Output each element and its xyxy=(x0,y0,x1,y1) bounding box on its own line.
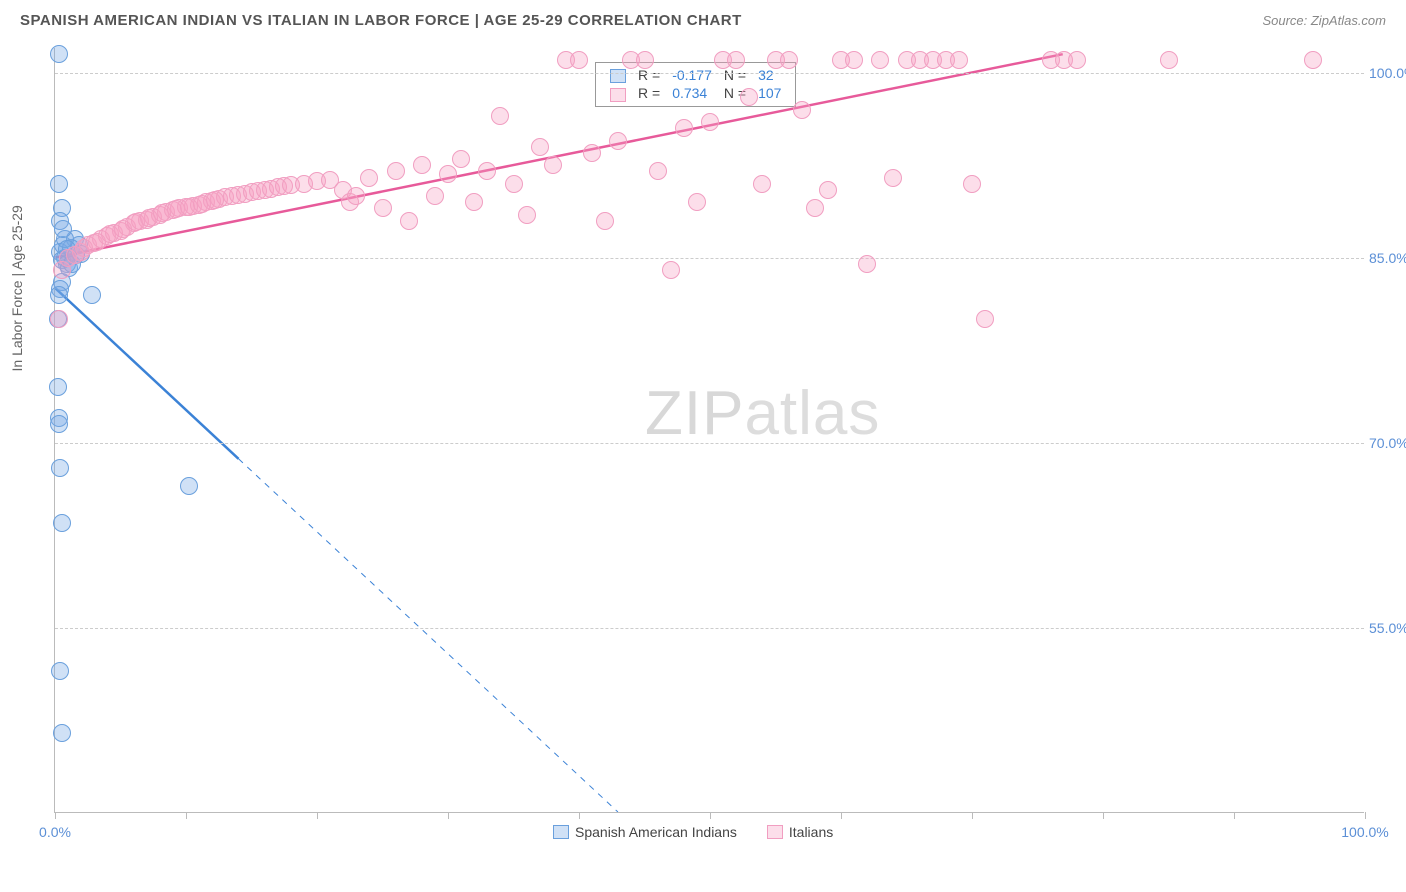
data-point xyxy=(963,175,981,193)
data-point xyxy=(505,175,523,193)
data-point xyxy=(871,51,889,69)
y-tick-label: 85.0% xyxy=(1369,250,1406,266)
data-point xyxy=(83,286,101,304)
y-axis-label: In Labor Force | Age 25-29 xyxy=(9,205,25,371)
data-point xyxy=(180,477,198,495)
legend-item: Spanish American Indians xyxy=(553,824,737,840)
data-point xyxy=(675,119,693,137)
x-tick xyxy=(448,812,449,819)
x-tick xyxy=(317,812,318,819)
data-point xyxy=(51,662,69,680)
trend-lines xyxy=(55,48,1364,812)
data-point xyxy=(50,175,68,193)
data-point xyxy=(50,45,68,63)
data-point xyxy=(1304,51,1322,69)
data-point xyxy=(845,51,863,69)
data-point xyxy=(793,101,811,119)
data-point xyxy=(491,107,509,125)
x-tick-label: 100.0% xyxy=(1341,824,1388,840)
y-tick-label: 55.0% xyxy=(1369,620,1406,636)
data-point xyxy=(360,169,378,187)
data-point xyxy=(347,187,365,205)
data-point xyxy=(531,138,549,156)
x-tick xyxy=(1103,812,1104,819)
x-tick xyxy=(579,812,580,819)
x-tick xyxy=(710,812,711,819)
x-tick xyxy=(55,812,56,819)
x-tick xyxy=(1365,812,1366,819)
data-point xyxy=(50,310,68,328)
data-point xyxy=(50,415,68,433)
data-point xyxy=(54,220,72,238)
data-point xyxy=(636,51,654,69)
data-point xyxy=(662,261,680,279)
legend-item: Italians xyxy=(767,824,833,840)
data-point xyxy=(544,156,562,174)
page-title: SPANISH AMERICAN INDIAN VS ITALIAN IN LA… xyxy=(20,12,742,29)
x-tick xyxy=(972,812,973,819)
data-point xyxy=(780,51,798,69)
data-point xyxy=(1068,51,1086,69)
data-point xyxy=(426,187,444,205)
data-point xyxy=(51,459,69,477)
data-point xyxy=(806,199,824,217)
data-point xyxy=(478,162,496,180)
series-legend: Spanish American Indians Italians xyxy=(553,824,833,840)
data-point xyxy=(439,165,457,183)
data-point xyxy=(583,144,601,162)
data-point xyxy=(452,150,470,168)
data-point xyxy=(49,378,67,396)
data-point xyxy=(753,175,771,193)
data-point xyxy=(400,212,418,230)
x-tick xyxy=(841,812,842,819)
data-point xyxy=(413,156,431,174)
data-point xyxy=(50,286,68,304)
data-point xyxy=(53,724,71,742)
data-point xyxy=(884,169,902,187)
x-tick xyxy=(186,812,187,819)
watermark: ZIPatlas xyxy=(645,378,880,449)
data-point xyxy=(387,162,405,180)
gridline xyxy=(55,443,1364,444)
data-point xyxy=(819,181,837,199)
source-credit: Source: ZipAtlas.com xyxy=(1262,13,1386,28)
data-point xyxy=(465,193,483,211)
data-point xyxy=(701,113,719,131)
x-tick-label: 0.0% xyxy=(39,824,71,840)
gridline xyxy=(55,258,1364,259)
data-point xyxy=(976,310,994,328)
correlation-chart: In Labor Force | Age 25-29 ZIPatlas R =-… xyxy=(54,48,1364,813)
data-point xyxy=(206,191,224,209)
data-point xyxy=(53,514,71,532)
data-point xyxy=(1160,51,1178,69)
data-point xyxy=(688,193,706,211)
data-point xyxy=(740,88,758,106)
legend-stat-row: R =0.734N =107 xyxy=(604,84,787,102)
gridline xyxy=(55,73,1364,74)
data-point xyxy=(727,51,745,69)
data-point xyxy=(649,162,667,180)
data-point xyxy=(858,255,876,273)
data-point xyxy=(518,206,536,224)
data-point xyxy=(374,199,392,217)
data-point xyxy=(950,51,968,69)
gridline xyxy=(55,628,1364,629)
y-tick-label: 70.0% xyxy=(1369,435,1406,451)
y-tick-label: 100.0% xyxy=(1369,65,1406,81)
x-tick xyxy=(1234,812,1235,819)
data-point xyxy=(609,132,627,150)
data-point xyxy=(596,212,614,230)
data-point xyxy=(570,51,588,69)
stats-legend: R =-0.177N =32R =0.734N =107 xyxy=(595,62,796,107)
